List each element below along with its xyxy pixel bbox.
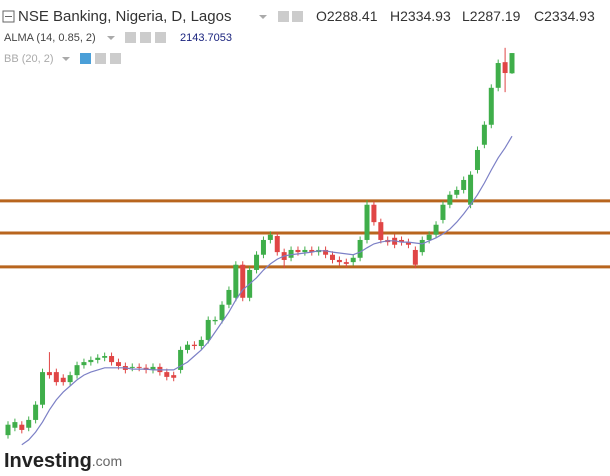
candle-body: [336, 259, 342, 263]
candle-body: [488, 87, 494, 125]
candle-body: [26, 419, 32, 428]
candle-body: [198, 339, 204, 347]
ohlc-value: 2287.19: [470, 8, 521, 24]
indicator-line: [21, 135, 513, 446]
candle-body: [5, 424, 11, 436]
candle-body: [474, 149, 480, 170]
candle-body: [447, 194, 453, 205]
candle-body: [109, 356, 115, 363]
settings-icon[interactable]: [278, 11, 289, 22]
candle-body: [136, 366, 142, 368]
candle-body: [371, 204, 377, 223]
indicator-value: 2143.7053: [180, 32, 232, 44]
candle-body: [12, 422, 18, 428]
candle-body: [254, 254, 260, 270]
candle-body: [502, 62, 508, 74]
ohlc-label: C: [534, 8, 544, 24]
candle-body: [481, 124, 487, 145]
candle-body: [267, 234, 273, 240]
candle-body: [295, 249, 301, 253]
header: NSE Banking, Nigeria, D, Lagos O2288.41 …: [2, 8, 595, 65]
logo-main: Investing: [4, 450, 92, 472]
ohlc-value: 2288.41: [327, 8, 378, 24]
indicator-icon[interactable]: [140, 32, 151, 43]
ohlc-value: 2334.93: [400, 8, 451, 24]
candle-body: [357, 239, 363, 258]
candle-body: [33, 404, 39, 420]
dropdown-arrow[interactable]: [62, 57, 70, 61]
candle-body: [185, 344, 191, 350]
candle-body: [343, 262, 349, 264]
indicator-icon[interactable]: [110, 53, 121, 64]
ohlc-value: 2334.93: [544, 8, 595, 24]
logo-suffix: .com: [92, 453, 122, 469]
candle-body: [405, 242, 411, 245]
candle-body: [150, 366, 156, 370]
dropdown-arrow[interactable]: [107, 36, 115, 40]
candle-body: [378, 222, 384, 240]
candle-body: [440, 204, 446, 220]
candle-body: [309, 249, 315, 253]
indicator-icon[interactable]: [125, 32, 136, 43]
candle-body: [426, 234, 432, 240]
candle-body: [115, 362, 121, 367]
candle-body: [46, 372, 52, 376]
collapse-icon[interactable]: [2, 10, 15, 23]
candle-body: [302, 249, 308, 253]
candle-body: [419, 239, 425, 253]
candle-body: [461, 179, 467, 190]
candle-body: [240, 264, 246, 298]
candle-body: [350, 257, 356, 263]
candle-body: [205, 319, 211, 340]
indicator-name: BB (20, 2): [4, 53, 54, 65]
ohlc-label: O: [316, 8, 327, 24]
settings-icon[interactable]: [292, 11, 303, 22]
ohlc-label: L: [462, 8, 470, 24]
candle-body: [219, 304, 225, 320]
candle-body: [74, 365, 80, 376]
candle-body: [60, 377, 66, 383]
candle-body: [178, 349, 184, 370]
candle-body: [95, 357, 101, 360]
candle-body: [81, 362, 87, 366]
logo: Investing.com: [4, 450, 122, 472]
candle-body: [454, 189, 460, 195]
candle-body: [433, 224, 439, 235]
candle-body: [88, 359, 94, 363]
candle-body: [171, 375, 177, 378]
candle-body: [288, 249, 294, 258]
candle-body: [399, 239, 405, 243]
dropdown-arrow[interactable]: [259, 15, 267, 19]
candle-body: [40, 372, 46, 405]
candle-body: [19, 424, 25, 430]
candle-body: [212, 319, 218, 322]
candle-body: [468, 174, 474, 205]
candle-body: [53, 372, 59, 383]
candle-body: [233, 264, 239, 298]
candle-body: [102, 356, 108, 358]
candle-body: [260, 239, 266, 255]
ohlc-label: H: [390, 8, 400, 24]
candle-body: [364, 204, 370, 240]
candle-body: [495, 63, 501, 88]
visibility-icon[interactable]: [80, 53, 91, 64]
candle-body: [412, 249, 418, 265]
chart-title: NSE Banking, Nigeria, D, Lagos: [18, 8, 231, 25]
candle-body: [509, 53, 515, 74]
candle-body: [129, 366, 135, 368]
candle-body: [191, 344, 197, 347]
plot: [0, 47, 610, 446]
candle-body: [329, 254, 335, 260]
candle-body: [274, 236, 280, 253]
ohlc: O2288.41 H2334.93 L2287.19 C2334.93: [316, 8, 595, 24]
indicator-icon[interactable]: [155, 32, 166, 43]
candle-body: [67, 375, 73, 383]
indicator-name: ALMA (14, 0.85, 2): [4, 32, 96, 44]
candle-body: [226, 289, 232, 305]
candle-body: [164, 372, 170, 377]
candle-body: [323, 249, 329, 255]
indicator-icon[interactable]: [95, 53, 106, 64]
